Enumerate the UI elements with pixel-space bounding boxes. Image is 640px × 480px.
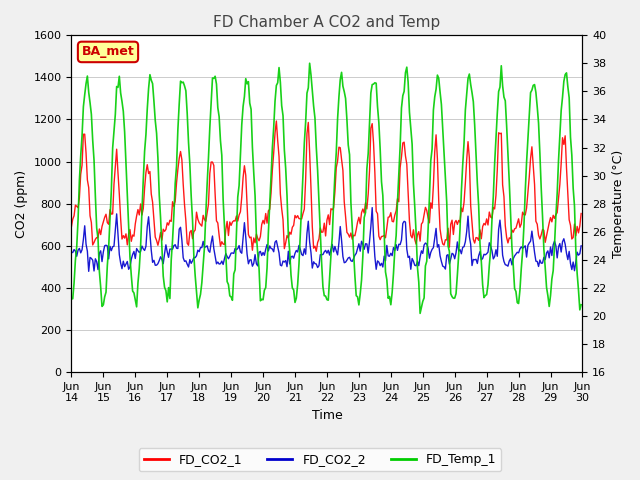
Y-axis label: Temperature (°C): Temperature (°C) [612, 149, 625, 258]
Text: BA_met: BA_met [82, 46, 134, 59]
Y-axis label: CO2 (ppm): CO2 (ppm) [15, 169, 28, 238]
X-axis label: Time: Time [312, 409, 342, 422]
Title: FD Chamber A CO2 and Temp: FD Chamber A CO2 and Temp [213, 15, 440, 30]
Legend: FD_CO2_1, FD_CO2_2, FD_Temp_1: FD_CO2_1, FD_CO2_2, FD_Temp_1 [139, 448, 501, 471]
